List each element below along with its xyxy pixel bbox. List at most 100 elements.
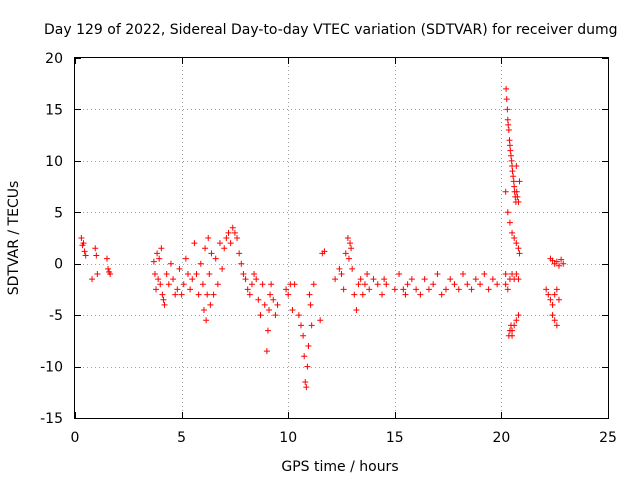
data-point bbox=[513, 163, 520, 169]
data-point bbox=[242, 276, 249, 283]
data-point bbox=[283, 286, 290, 293]
data-point bbox=[549, 257, 556, 264]
data-point bbox=[505, 127, 512, 133]
data-point bbox=[227, 240, 234, 247]
data-point bbox=[507, 152, 514, 159]
data-point bbox=[295, 312, 302, 319]
data-point bbox=[511, 235, 518, 241]
y-tick-label: -15 bbox=[40, 411, 63, 427]
data-point bbox=[231, 229, 238, 236]
data-point bbox=[255, 296, 262, 303]
plot-frame bbox=[74, 57, 609, 419]
data-point bbox=[516, 178, 523, 185]
data-point bbox=[447, 276, 454, 283]
data-point bbox=[229, 224, 236, 231]
data-point bbox=[205, 235, 212, 241]
data-point bbox=[472, 276, 479, 283]
data-point bbox=[442, 286, 449, 293]
data-point bbox=[154, 250, 161, 257]
data-point bbox=[240, 271, 247, 277]
data-point bbox=[506, 327, 513, 334]
data-point bbox=[504, 286, 511, 293]
data-point bbox=[304, 363, 311, 370]
data-point bbox=[413, 286, 420, 293]
data-point bbox=[515, 199, 522, 205]
data-point bbox=[374, 281, 381, 288]
data-point bbox=[506, 142, 513, 149]
y-tick-labels: -15 -10 -5 0 5 10 15 20 bbox=[40, 51, 63, 427]
data-point bbox=[513, 317, 520, 324]
data-point bbox=[184, 271, 191, 277]
data-point bbox=[203, 317, 210, 324]
data-point bbox=[547, 296, 554, 303]
data-point bbox=[151, 271, 158, 277]
data-point bbox=[216, 240, 223, 247]
data-point bbox=[543, 286, 550, 293]
data-point bbox=[199, 281, 206, 288]
data-point bbox=[549, 301, 556, 308]
data-point bbox=[477, 281, 484, 288]
data-point bbox=[266, 307, 273, 313]
data-point bbox=[508, 157, 515, 164]
data-point bbox=[251, 271, 258, 277]
data-point bbox=[451, 281, 458, 288]
data-point bbox=[408, 276, 415, 283]
data-point bbox=[191, 240, 198, 247]
data-point bbox=[506, 137, 513, 144]
data-point bbox=[223, 235, 230, 241]
data-point bbox=[468, 286, 475, 293]
data-point bbox=[551, 317, 558, 324]
x-tick-label: 0 bbox=[71, 430, 80, 446]
data-point bbox=[396, 271, 403, 277]
data-point bbox=[105, 265, 112, 272]
data-point bbox=[82, 252, 89, 259]
data-point bbox=[510, 173, 517, 180]
data-point bbox=[332, 276, 339, 283]
data-point bbox=[545, 291, 552, 298]
data-point bbox=[300, 332, 307, 339]
data-point bbox=[381, 276, 388, 283]
data-point bbox=[507, 322, 514, 329]
data-points bbox=[78, 85, 567, 391]
data-point bbox=[259, 281, 266, 288]
data-point bbox=[178, 291, 185, 298]
data-point bbox=[238, 260, 245, 267]
data-point bbox=[464, 281, 471, 288]
data-point bbox=[268, 281, 275, 288]
data-point bbox=[157, 281, 164, 288]
data-point bbox=[481, 271, 488, 277]
data-point bbox=[208, 250, 215, 257]
data-point bbox=[404, 281, 411, 288]
data-point bbox=[503, 85, 510, 92]
data-point bbox=[167, 260, 174, 267]
data-point bbox=[510, 178, 517, 185]
data-point bbox=[509, 168, 516, 175]
data-point bbox=[200, 307, 207, 313]
data-point bbox=[504, 116, 511, 123]
data-point bbox=[289, 307, 296, 313]
data-point bbox=[89, 276, 96, 283]
data-point bbox=[103, 255, 110, 262]
axis-ticks bbox=[75, 58, 609, 419]
data-point bbox=[342, 250, 349, 257]
data-point bbox=[261, 301, 268, 308]
data-point bbox=[502, 281, 509, 288]
data-point bbox=[267, 291, 274, 298]
data-point bbox=[193, 271, 200, 277]
data-point bbox=[219, 265, 226, 272]
data-point bbox=[355, 281, 362, 288]
data-point bbox=[291, 281, 298, 288]
y-tick-label: 15 bbox=[45, 102, 63, 118]
data-point bbox=[248, 281, 255, 288]
data-point bbox=[107, 271, 114, 277]
data-point bbox=[494, 281, 501, 288]
chart-title: Day 129 of 2022, Sidereal Day-to-day VTE… bbox=[44, 22, 618, 38]
data-point bbox=[344, 235, 351, 241]
data-point bbox=[379, 291, 386, 298]
data-point bbox=[285, 291, 292, 298]
data-point bbox=[305, 343, 312, 349]
data-point bbox=[274, 301, 281, 308]
data-point bbox=[234, 235, 241, 241]
